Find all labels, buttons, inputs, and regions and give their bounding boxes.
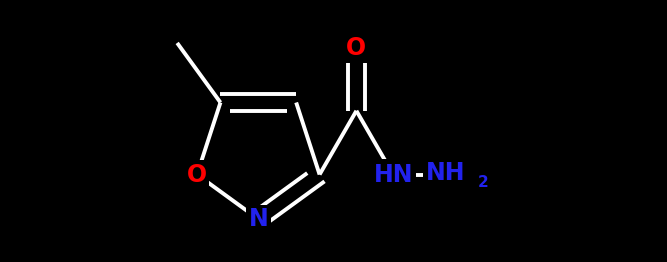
Text: O: O	[346, 36, 366, 60]
Text: NH: NH	[426, 161, 466, 185]
Text: N: N	[248, 207, 268, 231]
Text: O: O	[187, 162, 207, 187]
Text: 2: 2	[478, 176, 488, 190]
Text: HN: HN	[374, 162, 413, 187]
